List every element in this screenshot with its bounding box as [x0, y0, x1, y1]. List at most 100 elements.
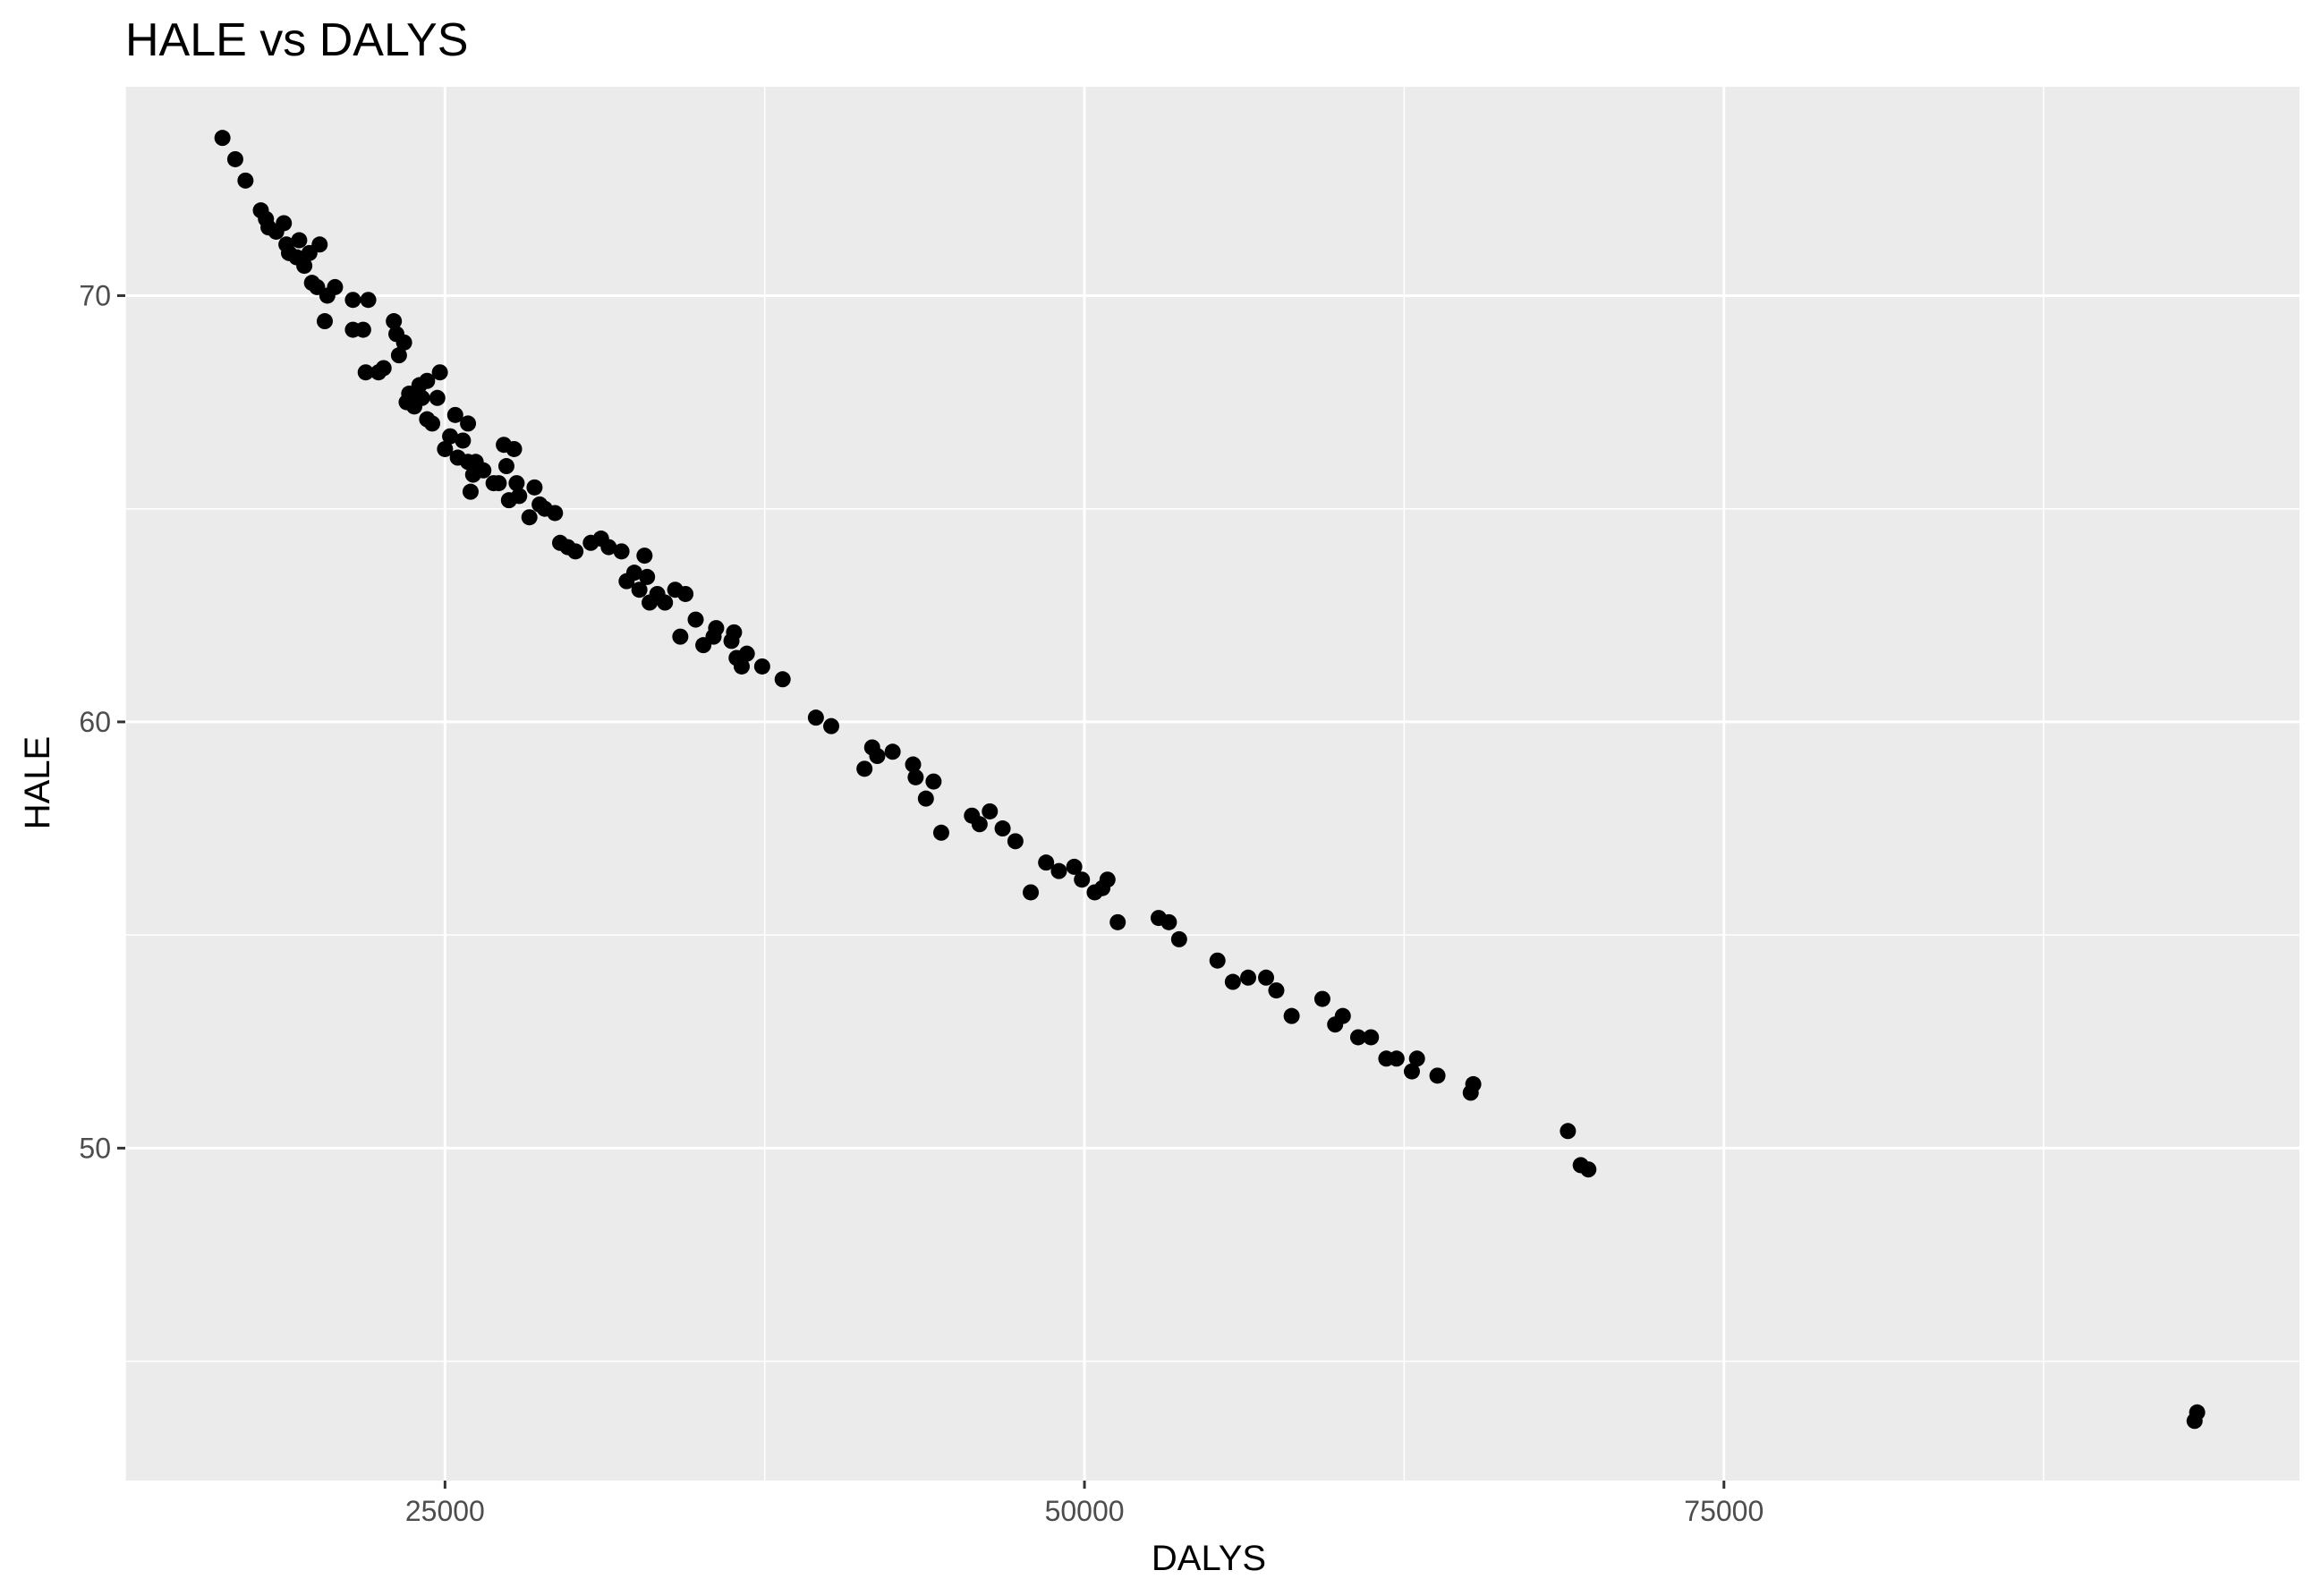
data-point — [357, 364, 374, 381]
data-point — [733, 658, 750, 675]
x-axis: 25000 50000 75000 — [405, 1481, 1764, 1527]
data-point — [687, 611, 704, 628]
data-point — [917, 790, 934, 807]
data-point — [1429, 1067, 1446, 1084]
data-point — [708, 620, 725, 637]
x-tick-label: 50000 — [1045, 1495, 1125, 1527]
data-point — [1240, 969, 1257, 986]
data-point — [636, 548, 653, 565]
data-point — [1209, 952, 1226, 969]
data-point — [613, 543, 630, 560]
data-point — [1050, 862, 1067, 879]
data-point — [237, 172, 254, 189]
data-point — [1408, 1050, 1425, 1067]
data-point — [354, 321, 371, 338]
data-point — [1403, 1063, 1420, 1080]
data-point — [316, 313, 333, 330]
data-point — [994, 820, 1011, 837]
data-point — [386, 313, 403, 330]
data-point — [823, 717, 840, 734]
data-point — [311, 236, 328, 253]
data-point — [971, 816, 988, 833]
data-point — [526, 479, 543, 496]
data-point — [442, 428, 459, 445]
data-point — [511, 488, 528, 505]
data-point — [925, 773, 942, 790]
chart-title: HALE vs DALYS — [125, 14, 468, 66]
data-point — [1023, 884, 1040, 901]
data-point — [1313, 990, 1330, 1007]
data-point — [869, 748, 886, 765]
data-point — [726, 624, 743, 641]
data-point — [497, 458, 514, 475]
data-point — [1349, 1029, 1366, 1046]
data-point — [276, 215, 293, 232]
data-point — [774, 671, 791, 688]
data-point — [446, 406, 463, 423]
data-point — [856, 760, 873, 777]
data-point — [1363, 1029, 1380, 1046]
data-point — [1074, 871, 1091, 888]
data-point — [1388, 1050, 1405, 1067]
data-point — [431, 364, 448, 381]
plot-panel — [125, 87, 2299, 1481]
y-tick-label: 60 — [79, 706, 111, 738]
data-point — [327, 278, 344, 295]
data-point — [905, 756, 922, 773]
data-point — [475, 462, 492, 479]
data-point — [390, 347, 407, 364]
data-point — [625, 565, 642, 582]
y-tick-label: 50 — [79, 1132, 111, 1164]
data-point — [1224, 973, 1241, 990]
data-point — [1258, 969, 1275, 986]
data-point — [672, 628, 689, 645]
data-point — [395, 334, 412, 351]
data-point — [1268, 982, 1285, 999]
x-tick-label: 25000 — [405, 1495, 485, 1527]
data-point — [1109, 913, 1126, 930]
data-point — [1007, 833, 1024, 850]
data-point — [1334, 1007, 1351, 1024]
data-point — [1465, 1075, 1482, 1092]
data-point — [429, 389, 446, 406]
y-axis: 50 60 70 — [79, 279, 125, 1164]
data-point — [547, 505, 564, 522]
y-axis-title: HALE — [18, 736, 57, 830]
data-point — [639, 568, 656, 585]
data-point — [214, 130, 231, 147]
data-point — [631, 582, 648, 598]
data-point — [932, 824, 949, 841]
data-point — [1560, 1123, 1577, 1140]
data-point — [360, 292, 377, 309]
x-tick-label: 75000 — [1684, 1495, 1764, 1527]
data-point — [1170, 930, 1187, 947]
data-point — [1160, 913, 1177, 930]
data-point — [506, 440, 523, 457]
data-point — [1099, 871, 1116, 888]
data-point — [657, 594, 674, 611]
data-point — [521, 509, 538, 526]
data-point — [344, 292, 361, 309]
data-point — [419, 372, 436, 389]
data-point — [677, 585, 694, 602]
data-point — [291, 232, 308, 249]
data-point — [567, 543, 584, 560]
data-point — [460, 415, 477, 432]
data-point — [413, 389, 430, 406]
data-point — [884, 743, 901, 760]
data-point — [1283, 1007, 1300, 1024]
data-point — [508, 475, 525, 492]
x-axis-title: DALYS — [1152, 1539, 1266, 1578]
data-point — [982, 802, 999, 819]
data-point — [807, 709, 824, 726]
data-point — [490, 475, 507, 492]
major-gridlines — [125, 87, 2299, 1481]
y-tick-label: 70 — [79, 279, 111, 311]
data-point — [1580, 1161, 1597, 1178]
data-point — [600, 539, 617, 556]
data-point — [1038, 854, 1055, 871]
data-point — [738, 645, 755, 662]
data-points — [214, 130, 2206, 1430]
data-point — [1066, 858, 1083, 875]
